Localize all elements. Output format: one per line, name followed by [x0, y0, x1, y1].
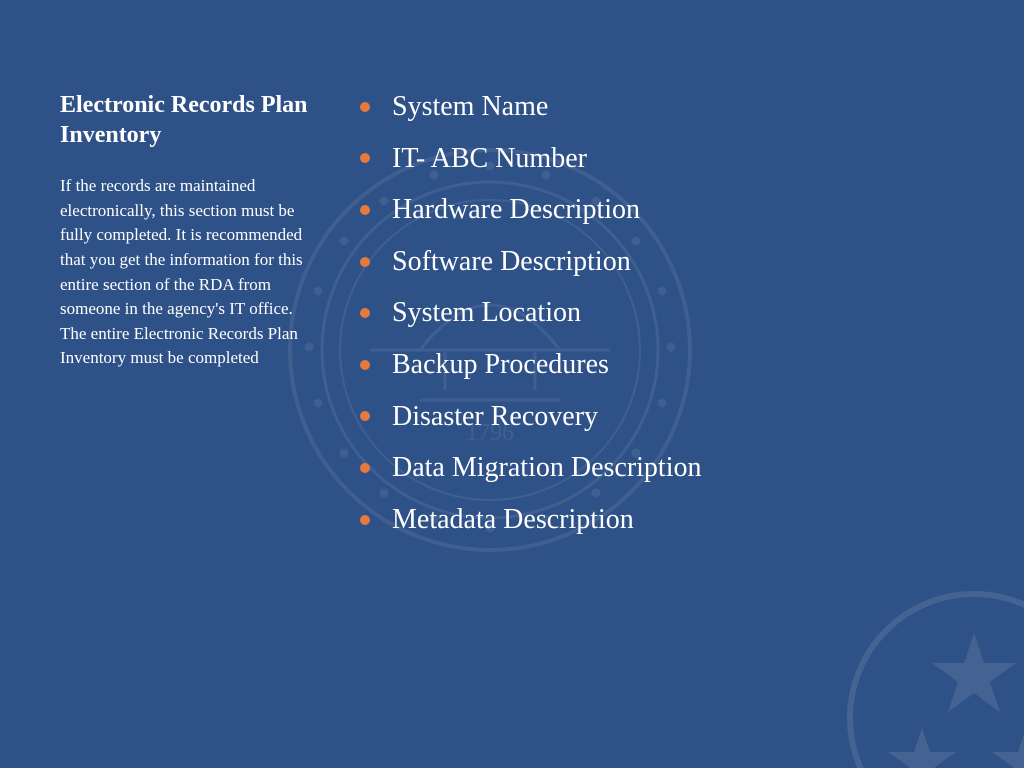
bullet-text: Data Migration Description: [392, 451, 701, 485]
sidebar: Electronic Records Plan Inventory If the…: [60, 90, 310, 708]
slide-container: Electronic Records Plan Inventory If the…: [0, 0, 1024, 768]
main-content: System Name IT- ABC Number Hardware Desc…: [310, 90, 964, 708]
bullet-icon: [360, 257, 370, 267]
bullet-text: Backup Procedures: [392, 348, 609, 382]
bullet-icon: [360, 153, 370, 163]
bullet-text: Metadata Description: [392, 503, 634, 537]
list-item: IT- ABC Number: [360, 142, 964, 176]
list-item: Backup Procedures: [360, 348, 964, 382]
list-item: Data Migration Description: [360, 451, 964, 485]
bullet-text: Hardware Description: [392, 193, 640, 227]
list-item: System Location: [360, 296, 964, 330]
bullet-icon: [360, 360, 370, 370]
bullet-icon: [360, 205, 370, 215]
bullet-text: Software Description: [392, 245, 631, 279]
bullet-icon: [360, 411, 370, 421]
list-item: System Name: [360, 90, 964, 124]
sidebar-body: If the records are maintained electronic…: [60, 174, 310, 371]
list-item: Software Description: [360, 245, 964, 279]
bullet-text: Disaster Recovery: [392, 400, 598, 434]
sidebar-title: Electronic Records Plan Inventory: [60, 90, 310, 150]
bullet-icon: [360, 102, 370, 112]
bullet-icon: [360, 463, 370, 473]
bullet-text: System Location: [392, 296, 581, 330]
bullet-text: IT- ABC Number: [392, 142, 587, 176]
bullet-text: System Name: [392, 90, 548, 124]
bullet-icon: [360, 308, 370, 318]
list-item: Hardware Description: [360, 193, 964, 227]
bullet-list: System Name IT- ABC Number Hardware Desc…: [360, 90, 964, 536]
list-item: Metadata Description: [360, 503, 964, 537]
list-item: Disaster Recovery: [360, 400, 964, 434]
bullet-icon: [360, 515, 370, 525]
